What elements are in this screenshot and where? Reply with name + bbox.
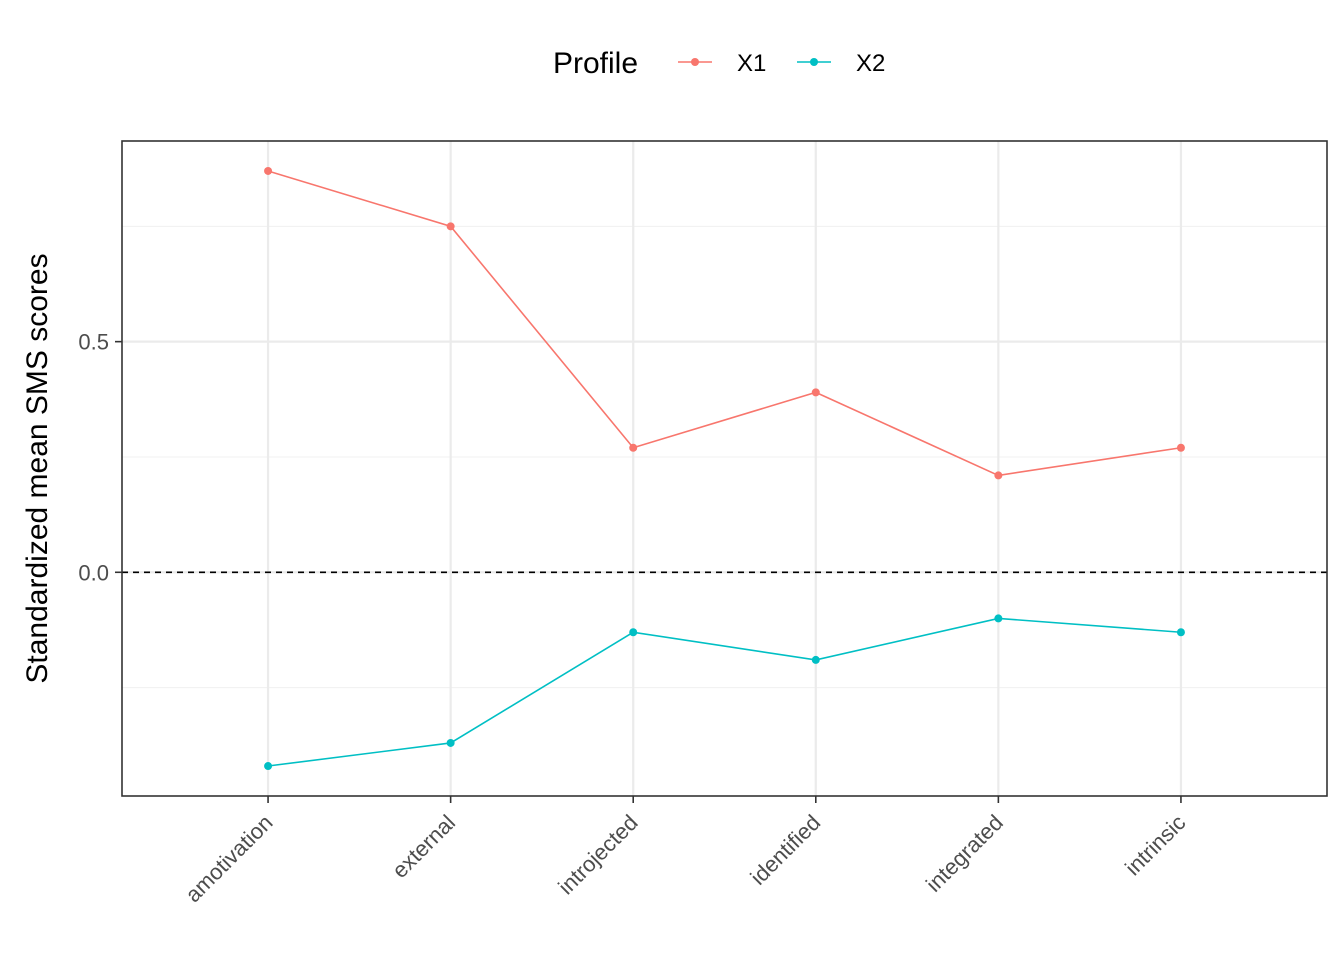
series-line-X1	[267, 170, 1182, 477]
panel-border	[121, 140, 1328, 797]
data-point-X1	[811, 388, 820, 397]
y-tick-label: 0.5	[78, 330, 109, 355]
data-point-X1	[994, 471, 1003, 480]
x-axis: amotivation external introjected identified…	[180, 796, 1190, 907]
x-tick-label: intrinsic	[1120, 810, 1190, 880]
x-tick-label: identified	[745, 810, 825, 890]
legend-title: Profile	[553, 47, 638, 80]
x-tick-label: integrated	[921, 810, 1008, 897]
series-X2	[264, 614, 1185, 771]
data-point-X2	[629, 628, 638, 637]
series-layer	[264, 166, 1185, 771]
legend-key-point	[691, 58, 699, 66]
legend-label: X2	[856, 50, 885, 77]
x-tick-label: external	[387, 810, 460, 883]
legend: Profile X1 X2	[553, 47, 885, 80]
data-point-X1	[264, 166, 273, 175]
grid	[122, 141, 1327, 796]
data-point-X2	[1176, 628, 1185, 637]
y-axis-title: Standardized mean SMS scores	[21, 253, 54, 683]
x-tick-label: amotivation	[180, 810, 277, 907]
data-point-X2	[811, 655, 820, 664]
y-axis: 0.0 0.5	[78, 330, 122, 585]
legend-label: X1	[737, 50, 766, 77]
data-point-X1	[446, 222, 455, 231]
series-line-X2	[267, 617, 1181, 767]
data-point-X2	[446, 738, 455, 747]
data-point-X2	[994, 614, 1003, 623]
data-point-X1	[629, 443, 638, 452]
legend-key-point	[810, 58, 818, 66]
data-point-X2	[264, 762, 273, 771]
y-tick-label: 0.0	[78, 560, 109, 585]
x-tick-label: introjected	[553, 810, 642, 899]
data-point-X1	[1176, 443, 1185, 452]
legend-items: X1 X2	[678, 50, 885, 77]
series-X1	[264, 166, 1185, 480]
